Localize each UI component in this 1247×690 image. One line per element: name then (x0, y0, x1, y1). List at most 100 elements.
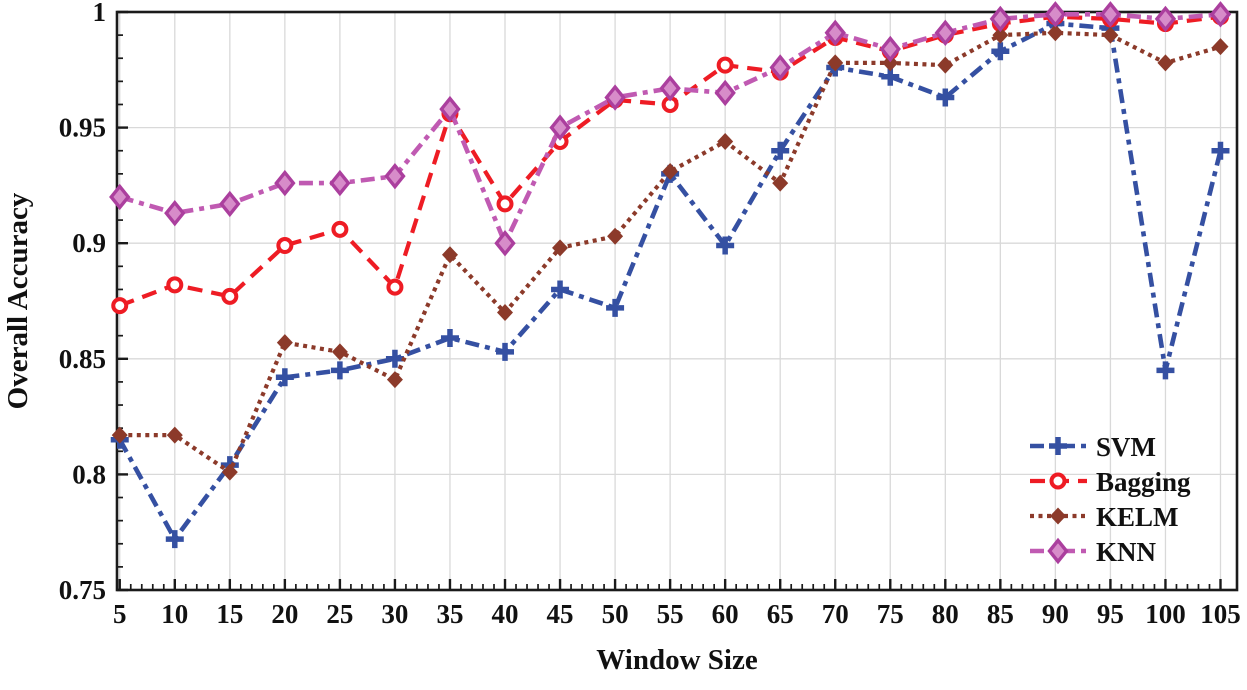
axis-ticks (117, 10, 1222, 592)
x-tick-label: 40 (492, 599, 519, 629)
data-point-open-diamond (604, 84, 626, 111)
data-point-diamond (221, 463, 238, 481)
data-point-diamond (662, 163, 679, 181)
data-point-open-diamond (769, 54, 791, 81)
y-tick-label: 0.9 (72, 228, 106, 258)
data-point-open-diamond (1209, 1, 1232, 28)
data-point-plus (1156, 361, 1175, 380)
x-tick-label: 30 (381, 599, 408, 629)
data-point-diamond (717, 132, 734, 150)
x-tick-label: 25 (326, 599, 353, 629)
x-tick-label: 105 (1200, 599, 1241, 629)
y-tick-label: 1 (93, 0, 107, 27)
x-tick-label: 100 (1145, 599, 1186, 629)
data-point-plus (1049, 437, 1067, 455)
data-point-diamond (772, 174, 789, 192)
x-tick-label: 5 (113, 599, 127, 629)
data-point-plus (496, 342, 515, 361)
data-point-circle (166, 276, 184, 294)
data-point-open-diamond (439, 95, 461, 123)
legend-label: KNN (1096, 537, 1157, 567)
x-tick-label: 95 (1097, 599, 1124, 629)
legend-entry-svm: SVM (1030, 432, 1156, 462)
series-layer (109, 1, 1232, 549)
series-svm (110, 14, 1230, 549)
data-point-diamond (1050, 507, 1066, 525)
data-point-open-diamond (879, 35, 901, 63)
data-point-plus (771, 141, 790, 160)
data-point-open-diamond (549, 114, 571, 141)
x-tick-label: 90 (1042, 599, 1069, 629)
legend-label: SVM (1096, 432, 1156, 462)
data-point-plus (991, 42, 1010, 61)
data-point-diamond (827, 54, 844, 72)
x-tick-label: 65 (767, 599, 794, 629)
data-point-diamond (937, 56, 954, 74)
data-point-open-diamond (659, 75, 681, 102)
data-point-circle (331, 220, 349, 238)
data-point-diamond (166, 426, 183, 444)
data-point-open-diamond (274, 169, 296, 197)
x-tick-label: 10 (161, 599, 188, 629)
data-point-open-diamond (494, 229, 516, 257)
series-kelm (111, 24, 1229, 481)
data-point-circle (496, 195, 514, 213)
legend-entry-kelm: KELM (1030, 502, 1179, 532)
data-point-diamond (1102, 26, 1119, 44)
series-line-kelm (119, 30, 1222, 476)
series-knn (109, 1, 1232, 257)
data-point-plus (385, 349, 404, 368)
data-point-diamond (111, 426, 128, 444)
data-point-diamond (1047, 24, 1064, 42)
x-tick-label: 15 (216, 599, 243, 629)
data-point-diamond (497, 304, 514, 322)
x-tick-label: 45 (547, 599, 574, 629)
data-point-diamond (1212, 38, 1229, 56)
legend-entry-bagging: Bagging (1030, 467, 1191, 497)
data-point-open-diamond (1044, 1, 1067, 28)
y-tick-label: 0.95 (59, 113, 106, 143)
series-line-knn (119, 12, 1221, 249)
legend-label: KELM (1096, 502, 1179, 532)
x-tick-label: 70 (822, 599, 849, 629)
data-point-open-diamond (109, 183, 131, 211)
data-point-diamond (331, 343, 348, 361)
data-point-circle (716, 56, 734, 74)
data-point-circle (221, 287, 239, 305)
y-tick-label: 0.8 (72, 459, 106, 489)
data-point-open-diamond (384, 162, 406, 190)
data-point-diamond (386, 371, 403, 389)
data-point-diamond (276, 334, 293, 352)
data-point-plus (440, 328, 459, 347)
data-point-open-diamond (714, 79, 736, 107)
data-point-open-diamond (1154, 5, 1177, 33)
data-point-diamond (992, 26, 1009, 44)
legend-entry-knn: KNN (1030, 537, 1157, 567)
x-tick-label: 50 (602, 599, 629, 629)
data-point-plus (330, 361, 349, 380)
data-point-open-diamond (824, 19, 846, 47)
data-point-diamond (607, 227, 624, 245)
data-point-diamond (882, 54, 899, 72)
data-point-diamond (552, 239, 569, 257)
data-point-open-diamond (164, 199, 186, 227)
data-point-open-diamond (989, 5, 1012, 33)
data-point-circle (386, 278, 404, 296)
data-point-open-diamond (219, 190, 241, 218)
data-point-circle (1049, 472, 1067, 490)
data-point-open-diamond (329, 169, 351, 197)
x-axis-label: Window Size (596, 644, 758, 676)
y-tick-label: 0.75 (59, 575, 106, 605)
data-point-circle (111, 297, 129, 315)
data-point-plus (165, 530, 184, 549)
data-point-plus (551, 280, 570, 299)
y-tick-label: 0.85 (59, 344, 106, 374)
data-point-plus (606, 298, 625, 317)
data-point-open-diamond (1047, 537, 1069, 565)
x-tick-label: 55 (657, 599, 684, 629)
gridlines (117, 12, 1237, 590)
data-point-circle (276, 237, 294, 255)
